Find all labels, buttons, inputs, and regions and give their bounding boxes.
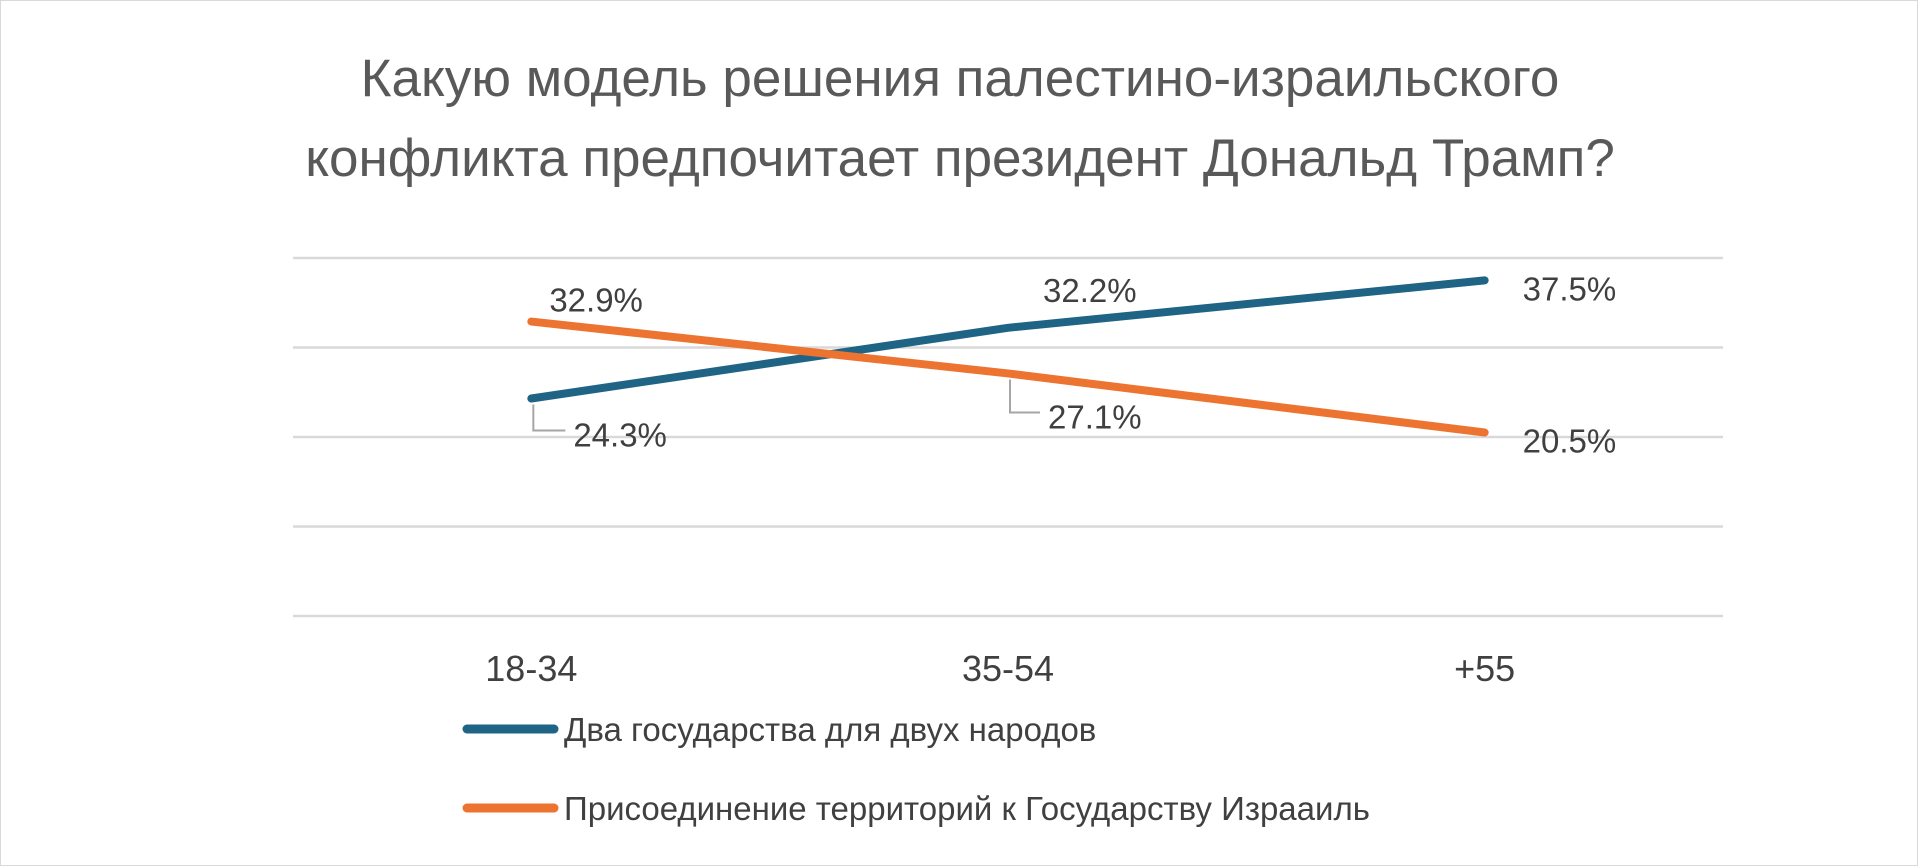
series-line-0 — [527, 276, 1489, 403]
leader-line-s1-1 — [1009, 379, 1040, 414]
label-leader-lines — [532, 379, 1040, 432]
data-label-s0-2: 37.5% — [1523, 270, 1617, 307]
leader-line-s0-0 — [532, 404, 566, 432]
data-labels: 24.3% 32.2% 37.5% 32.9% 27.1% 20.5% — [549, 270, 1616, 459]
data-label-s0-1: 32.2% — [1043, 272, 1137, 309]
chart-title-line-2: конфликта предпочитает президент Дональд… — [305, 129, 1615, 188]
chart-title: Какую модель решения палестино-израильск… — [305, 49, 1615, 188]
data-label-s1-0: 32.9% — [549, 282, 643, 319]
series-lines — [527, 276, 1489, 437]
x-tick-label-2: +55 — [1454, 648, 1515, 689]
legend: Два государства для двух народов Присоеди… — [462, 711, 1370, 827]
data-label-s1-1: 27.1% — [1048, 398, 1142, 435]
x-tick-label-1: 35-54 — [962, 648, 1054, 689]
x-tick-label-0: 18-34 — [485, 648, 577, 689]
data-label-s1-2: 20.5% — [1523, 423, 1617, 460]
gridlines — [293, 256, 1723, 618]
legend-label-1: Присоединение территорий к Государству И… — [564, 790, 1370, 827]
data-label-s0-0: 24.3% — [573, 417, 667, 454]
x-axis-tick-labels: 18-34 35-54 +55 — [485, 648, 1515, 689]
legend-label-0: Два государства для двух народов — [564, 711, 1096, 748]
series-line-1 — [527, 317, 1489, 437]
chart-title-line-1: Какую модель решения палестино-израильск… — [361, 49, 1560, 108]
